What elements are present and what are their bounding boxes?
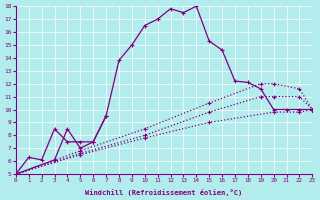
- X-axis label: Windchill (Refroidissement éolien,°C): Windchill (Refroidissement éolien,°C): [85, 189, 243, 196]
